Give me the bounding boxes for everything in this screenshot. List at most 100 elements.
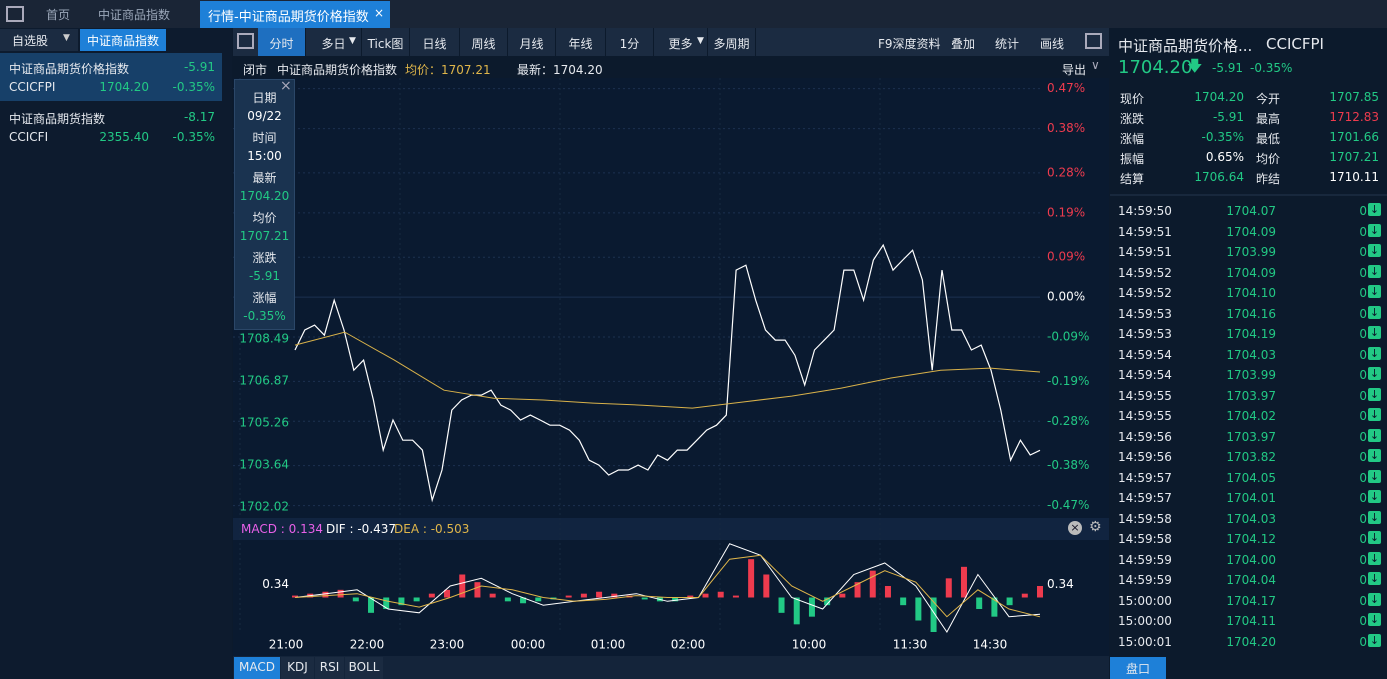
trade-volume: 0 bbox=[1359, 204, 1367, 218]
tooltip-label: 涨幅 bbox=[252, 291, 277, 305]
macd-header-bg bbox=[233, 518, 1109, 540]
trade-time: 14:59:53 bbox=[1118, 306, 1172, 321]
stat-label: 涨跌 bbox=[1120, 112, 1145, 126]
trade-price: 1704.02 bbox=[1226, 409, 1276, 423]
toolbar-button[interactable]: 画线 bbox=[1040, 37, 1065, 51]
trade-time: 14:59:52 bbox=[1118, 286, 1172, 300]
toolbar-button[interactable]: 多日 bbox=[306, 28, 362, 56]
trade-time: 14:59:55 bbox=[1118, 388, 1172, 403]
trade-arrow: ↓ bbox=[1368, 572, 1381, 585]
macd-close[interactable]: × bbox=[1068, 521, 1082, 535]
toolbar-button[interactable]: F9深度资料 bbox=[878, 37, 941, 51]
trade-time: 14:59:54 bbox=[1118, 347, 1172, 362]
stat-value: 1704.20 bbox=[1194, 90, 1244, 104]
export[interactable]: 导出 bbox=[1062, 63, 1087, 77]
stat-label: 昨结 bbox=[1256, 172, 1281, 186]
stat-label: 今开 bbox=[1256, 92, 1281, 106]
tooltip-label: 日期 bbox=[252, 91, 277, 105]
macd-bar bbox=[368, 597, 375, 613]
trade-volume: 0 bbox=[1359, 245, 1367, 259]
trade-volume: 0 bbox=[1359, 470, 1367, 485]
dropdown-arrow: ▼ bbox=[63, 33, 70, 43]
macd-bar bbox=[459, 574, 466, 598]
sidebar-tab[interactable]: 自选股 bbox=[0, 29, 78, 51]
tab[interactable]: 中证商品指数 bbox=[98, 8, 171, 22]
toolbar-button[interactable]: 日线 bbox=[410, 28, 460, 56]
x-tick-label: 00:00 bbox=[511, 638, 546, 652]
trade-volume: 0 bbox=[1359, 491, 1367, 505]
trade-volume: 0 bbox=[1359, 306, 1367, 321]
tooltip-value: 1707.21 bbox=[239, 229, 290, 243]
toolbar-button[interactable]: 1分 bbox=[606, 28, 654, 56]
dropdown-arrow: ▼ bbox=[349, 36, 356, 46]
trade-time: 14:59:50 bbox=[1118, 204, 1172, 218]
toolbar-button[interactable]: 周线 bbox=[460, 28, 508, 56]
indicator-tab[interactable]: BOLL bbox=[345, 657, 383, 679]
macd-bar bbox=[474, 582, 481, 598]
watch-row[interactable] bbox=[0, 53, 222, 101]
trade-price: 1704.07 bbox=[1226, 204, 1276, 218]
trade-arrow: ↓ bbox=[1368, 490, 1381, 503]
tooltip-close[interactable]: × bbox=[280, 78, 292, 94]
trade-volume: 0 bbox=[1359, 286, 1367, 300]
trade-price: 1704.04 bbox=[1226, 573, 1276, 587]
dropdown-arrow: ▼ bbox=[697, 36, 704, 46]
trade-volume: 0 bbox=[1359, 532, 1367, 546]
toolbar-button[interactable]: 更多 bbox=[654, 28, 708, 56]
toolbar-icon[interactable] bbox=[1085, 33, 1102, 49]
stat-label: 振幅 bbox=[1120, 152, 1145, 166]
stat-label: 涨幅 bbox=[1120, 132, 1145, 146]
info-last: 最新：1704.20 bbox=[517, 63, 603, 77]
y2-tick-label: -0.19% bbox=[1047, 374, 1089, 388]
trade-price: 1704.19 bbox=[1226, 327, 1276, 341]
trade-volume: 0 bbox=[1359, 593, 1367, 608]
toolbar-button[interactable]: 月线 bbox=[508, 28, 556, 56]
trade-price: 1704.17 bbox=[1226, 593, 1276, 608]
macd-bar bbox=[1037, 586, 1043, 598]
toolbar-button[interactable]: 叠加 bbox=[951, 37, 976, 51]
y2-tick-label: 0.47% bbox=[1047, 81, 1085, 95]
trade-volume: 0 bbox=[1359, 265, 1367, 280]
toolbar-button[interactable]: Tick图 bbox=[362, 28, 410, 56]
tooltip-value: -5.91 bbox=[248, 269, 281, 283]
x-tick-label: 11:30 bbox=[893, 638, 928, 652]
macd-bar bbox=[808, 597, 815, 617]
macd-bar bbox=[672, 597, 679, 602]
macd-bar bbox=[839, 593, 846, 598]
macd-bar bbox=[413, 597, 420, 602]
macd-label: MACD : 0.134 bbox=[241, 522, 323, 536]
tab-close[interactable]: × bbox=[374, 6, 385, 20]
macd-bar bbox=[732, 595, 739, 598]
trade-volume: 0 bbox=[1359, 327, 1367, 341]
macd-settings[interactable]: ⚙ bbox=[1089, 519, 1102, 535]
indicator-tab-active[interactable]: MACD bbox=[234, 657, 280, 679]
trade-time: 14:59:53 bbox=[1118, 327, 1172, 341]
trade-time: 14:59:52 bbox=[1118, 265, 1172, 280]
tooltip-value: -0.35% bbox=[243, 309, 286, 323]
info-name: 中证商品期货价格指数 bbox=[277, 63, 398, 77]
y2-tick-label: -0.47% bbox=[1047, 498, 1089, 512]
macd-bar bbox=[1021, 593, 1028, 598]
tab-active[interactable]: 行情-中证商品期货价格指数 bbox=[200, 1, 390, 28]
toolbar-button[interactable]: 统计 bbox=[995, 37, 1020, 51]
tab[interactable]: 首页 bbox=[46, 8, 71, 22]
info-avg: 均价：1707.21 bbox=[405, 63, 491, 77]
toolbar-button-active[interactable]: 分时 bbox=[258, 28, 306, 56]
trade-arrow: ↓ bbox=[1368, 326, 1381, 339]
trade-time: 14:59:58 bbox=[1118, 532, 1172, 546]
macd-bar bbox=[960, 566, 967, 598]
dea-line bbox=[294, 554, 1041, 618]
trade-volume: 0 bbox=[1359, 224, 1367, 239]
toolbar-button[interactable]: 年线 bbox=[556, 28, 606, 56]
macd-bar bbox=[504, 597, 511, 602]
trade-volume: 0 bbox=[1359, 573, 1367, 587]
indicator-tab[interactable]: KDJ bbox=[281, 657, 314, 679]
sidebar-tab-active[interactable]: 中证商品指数 bbox=[80, 29, 166, 51]
tooltip-label: 时间 bbox=[252, 131, 277, 145]
macd-bar bbox=[322, 591, 329, 598]
panel-tab[interactable]: 盘口 bbox=[1110, 657, 1166, 679]
trade-price: 1704.12 bbox=[1226, 532, 1276, 546]
trade-price: 1703.97 bbox=[1226, 388, 1276, 403]
toolbar-button[interactable]: 多周期 bbox=[708, 28, 756, 56]
indicator-tab[interactable]: RSI bbox=[315, 657, 344, 679]
